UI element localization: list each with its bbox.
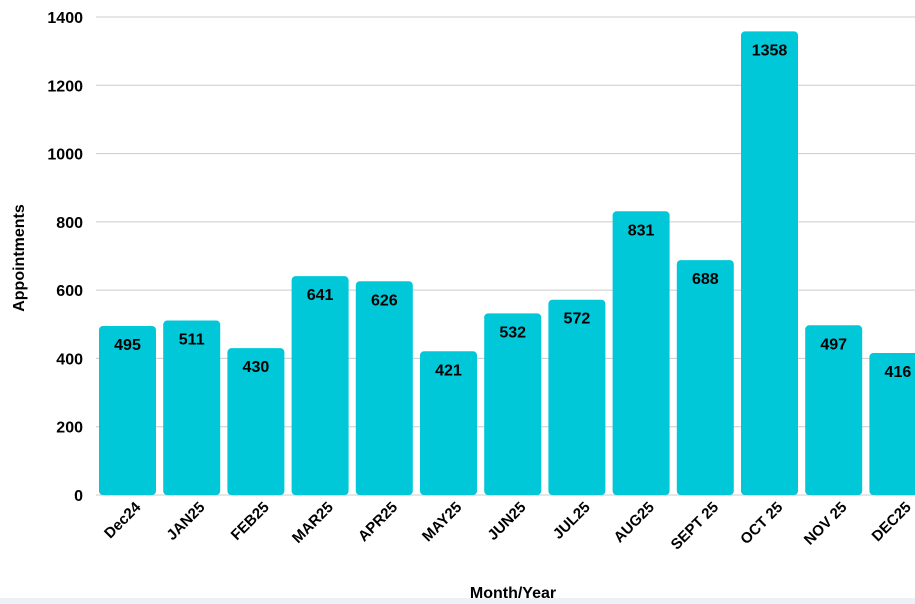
data-label: 831 bbox=[628, 222, 655, 239]
y-tick-label: 200 bbox=[56, 420, 83, 437]
x-tick-label: AUG25 bbox=[611, 499, 658, 546]
y-axis-ticks: 0 200 400 600 800 1000 1200 1400 bbox=[47, 10, 83, 505]
bars bbox=[99, 31, 915, 496]
data-label: 511 bbox=[179, 332, 205, 349]
data-label: 430 bbox=[243, 359, 270, 376]
x-tick-label: MAY25 bbox=[419, 499, 465, 545]
data-label: 532 bbox=[499, 324, 526, 341]
y-tick-label: 1400 bbox=[47, 10, 83, 27]
bar bbox=[291, 276, 349, 495]
y-tick-label: 800 bbox=[56, 215, 83, 232]
bar bbox=[163, 320, 221, 495]
bar bbox=[227, 348, 285, 495]
x-tick-label: JAN25 bbox=[163, 499, 208, 544]
x-tick-label: Dec24 bbox=[101, 498, 145, 542]
bar bbox=[484, 313, 542, 495]
bar bbox=[99, 325, 156, 495]
x-tick-label: FEB25 bbox=[228, 499, 273, 544]
bar bbox=[420, 351, 477, 495]
x-tick-label: DEC25 bbox=[869, 499, 915, 545]
bar bbox=[676, 260, 734, 495]
x-tick-label: OCT 25 bbox=[737, 499, 786, 548]
y-tick-label: 1200 bbox=[47, 78, 83, 95]
data-label: 1358 bbox=[752, 42, 788, 59]
data-label: 572 bbox=[564, 311, 591, 328]
x-axis-title: Month/Year bbox=[470, 585, 556, 602]
bar bbox=[612, 211, 670, 495]
x-axis-ticks: Dec24 JAN25 FEB25 MAR25 APR25 MAY25 JUN25 JUL25… bbox=[101, 498, 915, 553]
data-label: 688 bbox=[692, 271, 719, 288]
y-tick-label: 400 bbox=[56, 351, 83, 368]
x-tick-label: SEPT 25 bbox=[668, 499, 722, 553]
x-tick-label: NOV 25 bbox=[801, 499, 851, 549]
data-label: 626 bbox=[371, 292, 398, 309]
bar bbox=[741, 31, 798, 496]
data-label: 641 bbox=[307, 287, 334, 304]
y-tick-label: 600 bbox=[56, 283, 83, 300]
data-label: 416 bbox=[885, 364, 912, 381]
data-label: 421 bbox=[435, 362, 462, 379]
y-tick-label: 1000 bbox=[47, 147, 83, 164]
bar bbox=[869, 352, 915, 495]
bar bbox=[548, 299, 606, 495]
bar bbox=[355, 281, 413, 495]
data-label: 495 bbox=[114, 337, 141, 354]
bar bbox=[805, 325, 863, 495]
data-label: 497 bbox=[820, 336, 847, 353]
x-tick-label: JUN25 bbox=[484, 499, 529, 544]
bottom-strip bbox=[0, 598, 915, 604]
y-tick-label: 0 bbox=[74, 488, 83, 505]
x-tick-label: JUL25 bbox=[550, 499, 594, 543]
x-tick-label: APR25 bbox=[355, 499, 401, 545]
data-labels: 495 511 430 641 626 421 532 572 831 688 1358 497 416 bbox=[114, 42, 911, 381]
x-tick-label: MAR25 bbox=[289, 499, 337, 547]
y-axis-title: Appointments bbox=[11, 204, 28, 312]
